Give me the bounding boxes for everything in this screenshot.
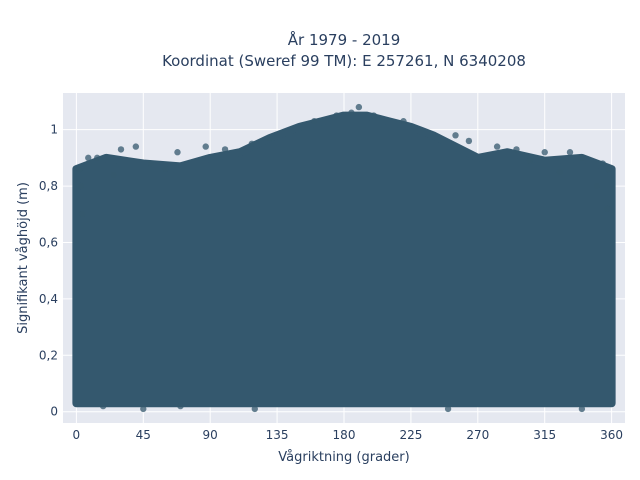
x-tick-label: 315	[533, 428, 556, 442]
data-point	[526, 157, 534, 164]
data-point	[400, 118, 407, 125]
data-point	[578, 405, 586, 413]
data-point	[147, 160, 154, 167]
data-point	[513, 146, 520, 153]
x-tick-label: 180	[333, 428, 356, 442]
data-point	[311, 118, 318, 125]
data-point	[266, 134, 273, 142]
data-point	[93, 154, 101, 162]
data-point	[251, 405, 258, 413]
data-point	[132, 143, 140, 150]
data-point	[444, 405, 452, 413]
y-tick-label: 1	[50, 123, 58, 137]
data-point	[99, 402, 107, 410]
data-point	[174, 149, 181, 156]
data-point-cloud	[72, 111, 616, 408]
y-tick-label: 0,2	[39, 348, 58, 362]
data-point	[177, 402, 184, 410]
x-tick-label: 270	[466, 428, 489, 442]
y-axis-ticks: 0 0,2 0,4 0,6 0,8 1	[39, 123, 58, 419]
data-point	[79, 211, 86, 218]
data-point	[452, 132, 459, 139]
data-point	[202, 143, 209, 150]
data-point	[578, 154, 586, 162]
y-tick-label: 0	[50, 405, 58, 419]
data-point	[355, 103, 363, 111]
x-tick-label: 225	[399, 428, 422, 442]
x-tick-label: 360	[600, 428, 623, 442]
data-point	[77, 182, 85, 190]
data-point	[556, 168, 563, 176]
y-tick-label: 0,8	[39, 179, 58, 193]
chart-title-line-1: År 1979 - 2019	[288, 30, 401, 49]
data-point	[603, 205, 611, 212]
point-cloud-area	[72, 111, 616, 408]
data-point	[110, 171, 117, 178]
y-tick-label: 0,6	[39, 235, 58, 249]
x-axis-ticks: 0 45 90 135 180 225 270 315 360	[73, 428, 624, 442]
y-axis-title: Signifikant våghöjd (m)	[16, 182, 31, 334]
chart-title-line-2: Koordinat (Sweref 99 TM): E 257261, N 63…	[162, 52, 526, 70]
data-point	[593, 182, 600, 190]
data-points	[76, 103, 612, 413]
data-point	[493, 143, 501, 150]
data-point	[370, 112, 377, 119]
data-point	[76, 165, 83, 173]
data-point	[541, 149, 548, 156]
data-point	[248, 140, 256, 147]
data-point	[605, 165, 612, 173]
data-point	[348, 109, 355, 116]
data-point	[465, 137, 473, 145]
data-point	[566, 149, 574, 156]
x-tick-label: 90	[203, 428, 218, 442]
x-tick-label: 0	[73, 428, 81, 442]
x-tick-label: 45	[136, 428, 151, 442]
data-point	[162, 165, 169, 173]
data-point	[599, 160, 606, 167]
y-tick-label: 0,4	[39, 292, 58, 306]
data-point	[140, 405, 147, 413]
data-point	[85, 154, 92, 162]
data-point	[221, 146, 229, 153]
data-point	[117, 146, 125, 153]
data-point	[333, 112, 340, 119]
x-tick-label: 135	[266, 428, 289, 442]
x-axis-title: Vågriktning (grader)	[278, 450, 409, 465]
